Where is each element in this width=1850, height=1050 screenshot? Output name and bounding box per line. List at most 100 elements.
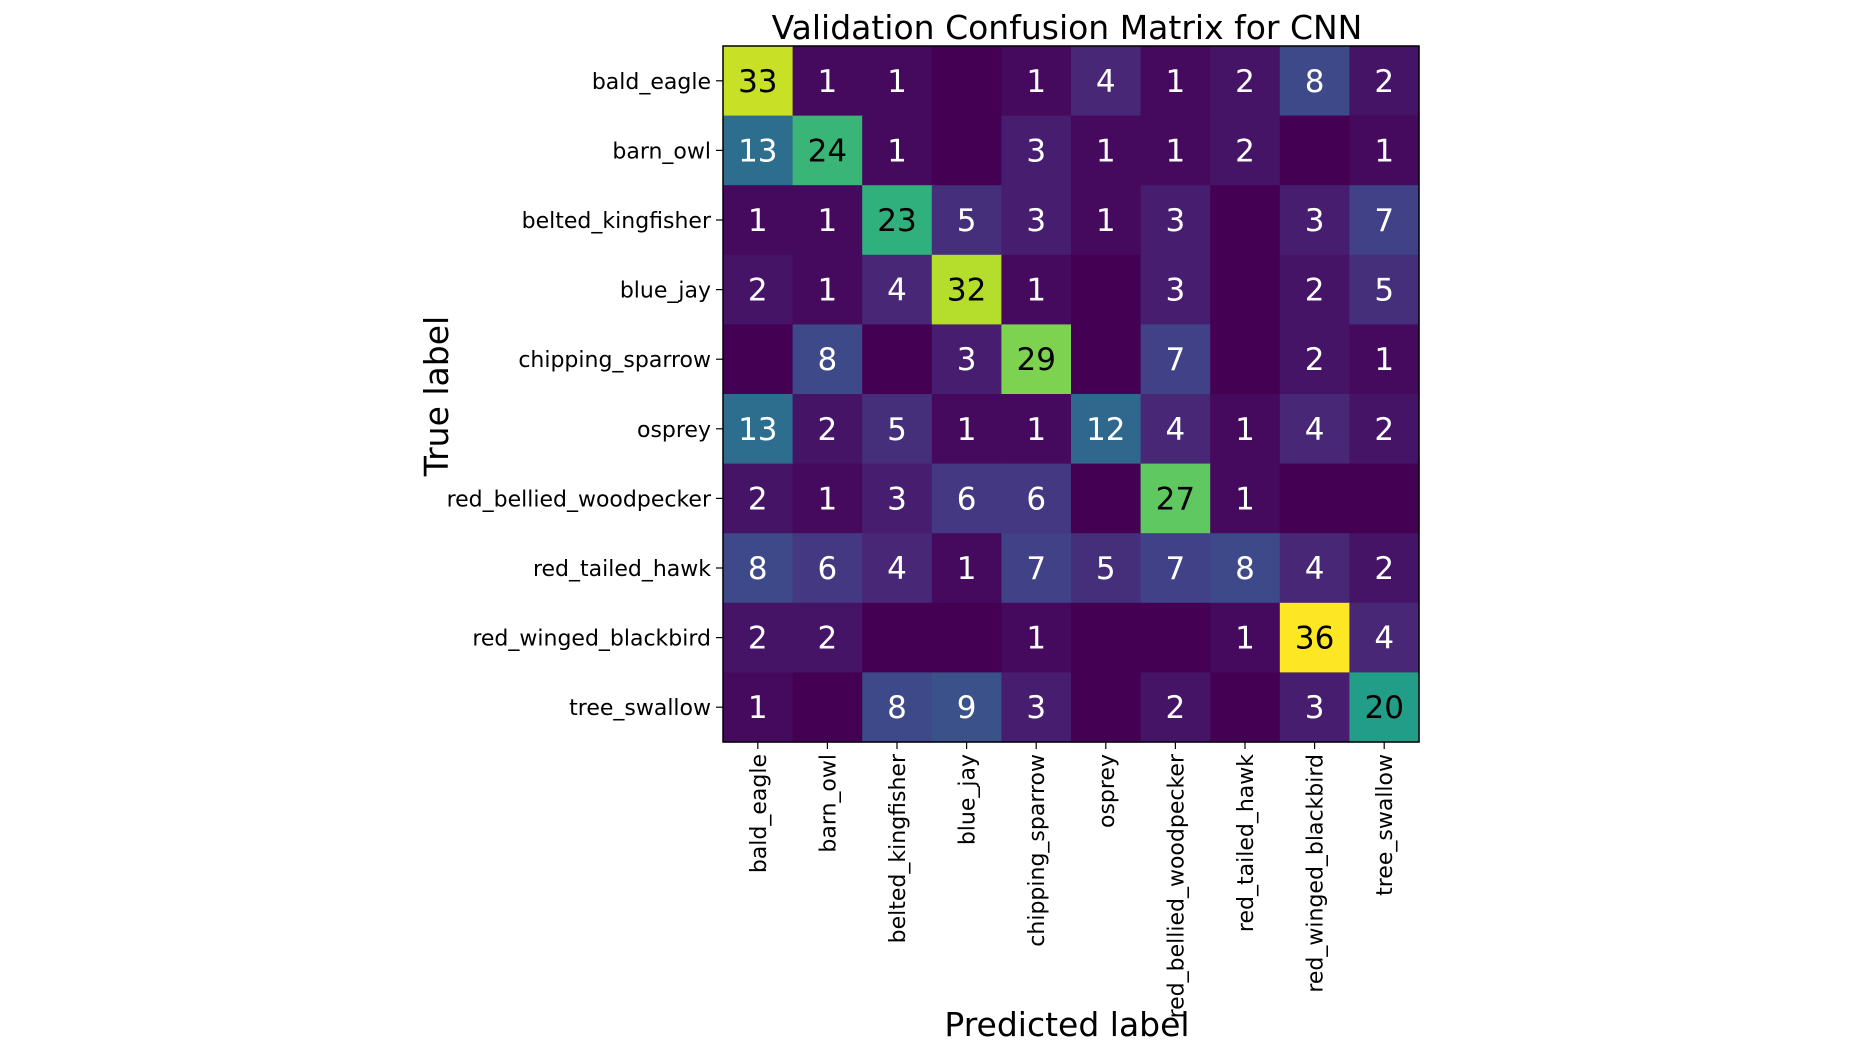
heatmap-cell — [931, 324, 1002, 395]
heatmap-cell — [1140, 602, 1211, 673]
x-tick-label: red_tailed_hawk — [1234, 754, 1259, 932]
cell-value-label: 2 — [748, 273, 768, 309]
cell-value-label: 2 — [748, 481, 768, 517]
heatmap-cell — [1001, 394, 1072, 465]
y-tick-label: chipping_sparrow — [518, 348, 711, 373]
cell-value-label: 2 — [1374, 551, 1394, 587]
cell-value-label: 3 — [1026, 203, 1046, 239]
y-tick-label: barn_owl — [612, 139, 711, 164]
cell-value-label: 24 — [808, 133, 847, 169]
heatmap-cell — [723, 672, 794, 743]
heatmap-cell — [1279, 394, 1350, 465]
heatmap-cell — [1279, 324, 1350, 395]
cell-value-label: 8 — [1235, 551, 1255, 587]
cell-value-label: 32 — [947, 273, 986, 309]
x-tick-label: osprey — [1095, 754, 1120, 828]
heatmap-cell — [1279, 46, 1350, 117]
cell-value-label: 4 — [1305, 551, 1325, 587]
cell-value-label: 1 — [957, 412, 977, 448]
heatmap-cell — [792, 254, 863, 325]
heatmap-cell — [1071, 115, 1142, 186]
heatmap-cell — [1071, 254, 1142, 325]
cell-value-label: 1 — [1374, 342, 1394, 378]
heatmap-cell — [1349, 533, 1420, 604]
y-tick-label: red_winged_blackbird — [472, 627, 711, 652]
heatmap-cell — [1349, 602, 1420, 673]
cell-value-label: 4 — [1096, 64, 1116, 100]
heatmap-cell — [792, 533, 863, 604]
cell-value-label: 3 — [1305, 203, 1325, 239]
heatmap-cell — [862, 324, 933, 395]
cell-value-label: 1 — [1374, 133, 1394, 169]
heatmap-cell — [1071, 463, 1142, 534]
heatmap-cell — [1140, 254, 1211, 325]
heatmap-cell — [792, 672, 863, 743]
cell-value-label: 1 — [1026, 621, 1046, 657]
heatmap-cell — [1001, 115, 1072, 186]
heatmap-cell — [1279, 672, 1350, 743]
cell-value-label: 3 — [1026, 133, 1046, 169]
heatmap-cell — [1349, 394, 1420, 465]
cell-value-label: 1 — [1235, 621, 1255, 657]
heatmap-cell — [1001, 324, 1072, 395]
x-axis-label: Predicted label — [944, 1005, 1189, 1044]
x-tick-label: bald_eagle — [747, 754, 772, 873]
y-axis-ticks: bald_eagle barn_owl belted_kingfisher blue_… — [447, 70, 723, 721]
heatmap-cell — [1001, 46, 1072, 117]
heatmap-cell — [723, 533, 794, 604]
x-tick-label: red_bellied_woodpecker — [1164, 753, 1189, 1018]
heatmap-cell — [1279, 185, 1350, 256]
y-tick-label: blue_jay — [620, 279, 711, 304]
cell-value-label: 5 — [887, 412, 907, 448]
heatmap-cell — [1001, 463, 1072, 534]
heatmap-cell — [1349, 463, 1420, 534]
cell-value-label: 6 — [1026, 481, 1046, 517]
heatmap-cell — [723, 185, 794, 256]
cell-value-label: 20 — [1364, 690, 1403, 726]
heatmap-cell — [931, 672, 1002, 743]
heatmap-cell — [1210, 394, 1281, 465]
cell-value-label: 1 — [818, 273, 838, 309]
heatmap-cell — [1140, 672, 1211, 743]
cell-value-label: 2 — [1374, 412, 1394, 448]
heatmap-cell — [1071, 46, 1142, 117]
heatmap-cell — [1279, 602, 1350, 673]
chart-title: Validation Confusion Matrix for CNN — [772, 8, 1363, 47]
cell-value-label: 23 — [877, 203, 916, 239]
heatmap-cell — [1071, 324, 1142, 395]
heatmap-cell — [1279, 463, 1350, 534]
heatmap-cell — [931, 115, 1002, 186]
heatmap-cell — [1001, 533, 1072, 604]
cell-value-label: 4 — [887, 273, 907, 309]
heatmap-cell — [1071, 672, 1142, 743]
cell-value-label: 1 — [1096, 203, 1116, 239]
heatmap-cell — [1210, 602, 1281, 673]
y-tick-label: red_bellied_woodpecker — [447, 487, 712, 512]
cell-value-label: 7 — [1026, 551, 1046, 587]
heatmap-cell — [931, 394, 1002, 465]
cell-value-label: 2 — [818, 412, 838, 448]
heatmap-cells — [723, 46, 1420, 743]
cell-value-label: 36 — [1295, 621, 1334, 657]
cell-value-label: 1 — [818, 64, 838, 100]
heatmap-cell — [931, 533, 1002, 604]
cell-value-label: 8 — [818, 342, 838, 378]
x-tick-label: tree_swallow — [1373, 754, 1398, 896]
y-tick-label: belted_kingfisher — [522, 209, 712, 234]
heatmap-cell — [723, 46, 794, 117]
heatmap-cell — [792, 394, 863, 465]
x-tick-label: chipping_sparrow — [1025, 754, 1050, 947]
y-tick-label: tree_swallow — [569, 696, 711, 721]
heatmap-cell — [862, 46, 933, 117]
cell-value-label: 4 — [887, 551, 907, 587]
cell-value-label: 2 — [1374, 64, 1394, 100]
cell-value-label: 1 — [1235, 412, 1255, 448]
heatmap-cell — [1140, 533, 1211, 604]
plot-frame — [722, 45, 1420, 743]
heatmap-cell — [1349, 672, 1420, 743]
y-tick-label: osprey — [637, 418, 711, 443]
heatmap-cell — [1210, 672, 1281, 743]
cell-value-label: 13 — [738, 133, 777, 169]
heatmap-cell — [862, 254, 933, 325]
